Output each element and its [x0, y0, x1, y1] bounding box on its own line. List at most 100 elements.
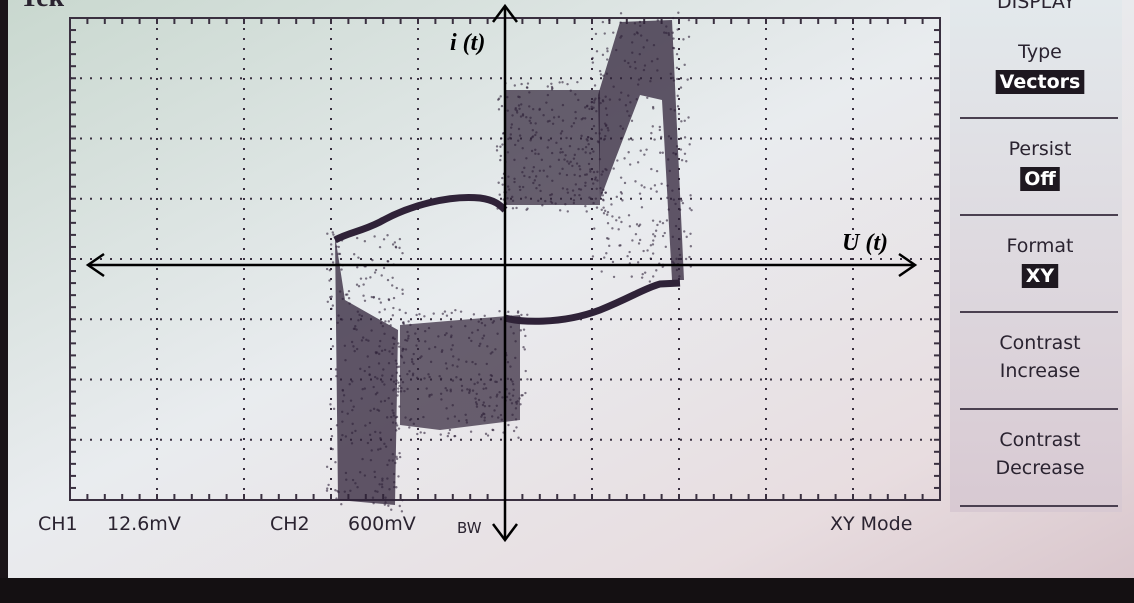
trace-speckle: [355, 328, 358, 331]
trace-speckle: [377, 448, 380, 451]
brand: Tek: [20, 0, 65, 13]
trace-speckle: [374, 375, 377, 379]
trace-speckle: [466, 388, 469, 391]
trace-speckle: [378, 483, 381, 486]
trace-speckle: [397, 365, 401, 368]
trace-speckle: [399, 390, 403, 393]
trace-speckle: [387, 298, 390, 301]
trace-speckle: [655, 169, 659, 173]
trace-speckle: [401, 347, 405, 351]
trace-speckle: [391, 409, 394, 412]
trace-speckle: [354, 482, 357, 485]
trace-speckle: [460, 384, 464, 388]
trace-speckle: [406, 387, 409, 391]
trace-speckle: [508, 136, 512, 139]
trace-speckle: [325, 489, 329, 492]
trace-speckle: [369, 276, 372, 279]
trace-speckle: [633, 22, 637, 25]
trace-speckle: [346, 412, 349, 415]
trace-speckle: [534, 122, 537, 125]
trace-speckle: [652, 233, 655, 236]
trace-speckle: [640, 276, 644, 279]
trace-speckle: [565, 136, 568, 140]
trace-speckle: [352, 253, 356, 256]
trace-speckle: [667, 158, 670, 161]
trace-speckle: [370, 295, 373, 299]
trace-speckle: [626, 110, 629, 113]
trace-speckle: [395, 371, 399, 374]
trace-speckle: [560, 130, 564, 133]
trace-speckle: [594, 178, 597, 181]
trace-speckle: [656, 69, 659, 72]
trace-speckle: [464, 413, 467, 417]
trace-speckle: [542, 114, 545, 117]
trace-speckle: [525, 208, 528, 212]
trace-speckle: [445, 332, 448, 335]
trace-speckle: [328, 279, 331, 282]
trace-speckle: [629, 65, 632, 69]
trace-speckle: [335, 245, 338, 248]
trace-speckle: [634, 232, 638, 236]
trace-speckle: [395, 379, 398, 382]
trace-speckle: [397, 381, 400, 384]
trace-speckle: [675, 145, 679, 148]
trace-speckle: [340, 503, 343, 506]
trace-speckle: [525, 157, 528, 160]
trace-speckle: [398, 237, 402, 241]
trace-speckle: [491, 351, 494, 354]
trace-speckle: [606, 49, 609, 53]
trace-speckle: [331, 447, 334, 451]
trace-speckle: [533, 179, 537, 182]
trace-speckle: [471, 360, 474, 364]
trace-speckle: [388, 459, 391, 462]
trace-speckle: [488, 404, 491, 408]
trace-speckle: [407, 334, 410, 338]
trace-speckle: [377, 362, 381, 365]
trace-speckle: [392, 411, 395, 415]
trace-speckle: [656, 19, 660, 22]
trace-speckle: [668, 169, 672, 173]
trace-speckle: [331, 231, 334, 234]
trace-speckle: [683, 136, 687, 139]
trace-speckle: [601, 170, 604, 173]
trace-speckle: [631, 41, 634, 44]
trace-speckle: [370, 329, 373, 332]
trace-speckle: [559, 147, 563, 151]
trace-speckle: [516, 400, 519, 403]
trace-speckle: [341, 297, 344, 301]
trace-speckle: [356, 266, 359, 269]
trace-speckle: [396, 365, 399, 369]
trace-speckle: [393, 241, 397, 244]
trace-speckle: [397, 345, 401, 348]
trace-speckle: [596, 179, 599, 182]
trace-speckle: [325, 465, 329, 469]
trace-speckle: [340, 239, 344, 242]
trace-speckle: [584, 184, 587, 187]
trace-speckle: [506, 361, 510, 364]
trace-speckle: [674, 153, 677, 156]
trace-speckle: [364, 424, 367, 427]
trace-speckle: [499, 145, 502, 148]
trace-speckle: [401, 288, 404, 291]
trace-speckle: [394, 382, 398, 386]
trace-speckle: [638, 20, 642, 24]
trace-speckle: [532, 181, 535, 185]
trace-speckle: [526, 378, 529, 381]
trace-speckle: [383, 503, 387, 506]
trace-speckle: [528, 105, 531, 108]
trace-speckle: [357, 319, 360, 322]
trace-speckle: [605, 168, 608, 172]
trace-speckle: [667, 208, 670, 211]
trace-speckle: [398, 405, 401, 408]
trace-speckle: [440, 350, 444, 354]
trace-speckle: [395, 286, 398, 290]
trace-speckle: [637, 78, 641, 81]
trace-speckle: [510, 402, 514, 405]
trace-speckle: [491, 321, 494, 324]
trace-speckle: [391, 284, 394, 287]
trace-speckle: [384, 320, 387, 323]
trace-speckle: [326, 487, 329, 490]
trace-speckle: [396, 394, 399, 397]
trace-speckle: [498, 310, 501, 313]
trace-speckle: [372, 407, 376, 411]
